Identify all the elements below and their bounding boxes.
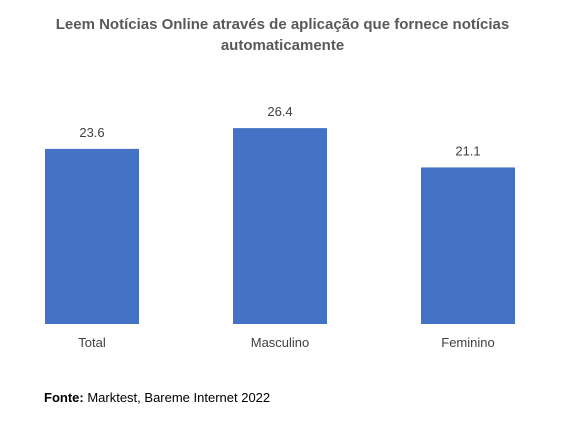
data-label-total: 23.6 — [79, 125, 104, 140]
chart-title-line-2: automaticamente — [220, 37, 345, 54]
chart-title-line-1: Leem Notícias Online através de aplicaçã… — [55, 16, 510, 33]
data-label-feminino: 21.1 — [455, 143, 480, 158]
x-tick-label-masculino: Masculino — [251, 335, 310, 350]
bar-total — [45, 148, 139, 324]
bar-feminino — [421, 167, 515, 324]
x-tick-label-total: Total — [78, 335, 106, 350]
bar-masculino — [233, 128, 327, 324]
x-tick-label-feminino: Feminino — [441, 335, 494, 350]
chart-title: Leem Notícias Online através de aplicaçã… — [0, 14, 565, 56]
source-text: Marktest, Bareme Internet 2022 — [83, 390, 271, 405]
data-label-masculino: 26.4 — [267, 104, 292, 119]
source-label: Fonte: — [44, 390, 84, 405]
source-note: Fonte: Marktest, Bareme Internet 2022 — [44, 390, 270, 405]
